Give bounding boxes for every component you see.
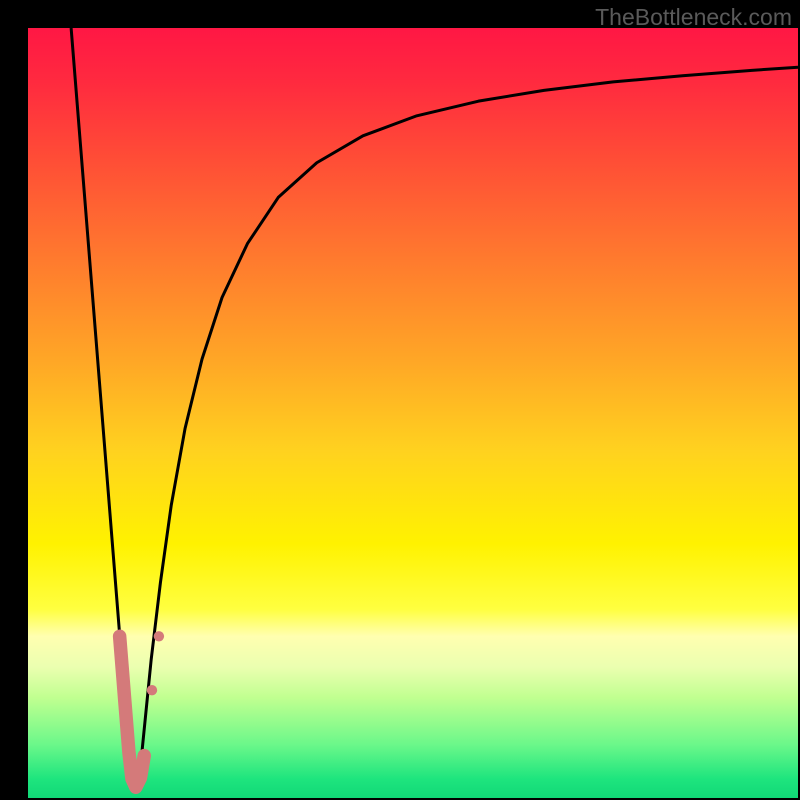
chart-container: TheBottleneck.com [0, 0, 800, 800]
chart-svg [28, 28, 798, 798]
marker-dot [147, 685, 157, 695]
plot-area [28, 28, 798, 798]
marker-dot [154, 631, 164, 641]
watermark-label: TheBottleneck.com [595, 4, 792, 31]
gradient-background [28, 28, 798, 798]
